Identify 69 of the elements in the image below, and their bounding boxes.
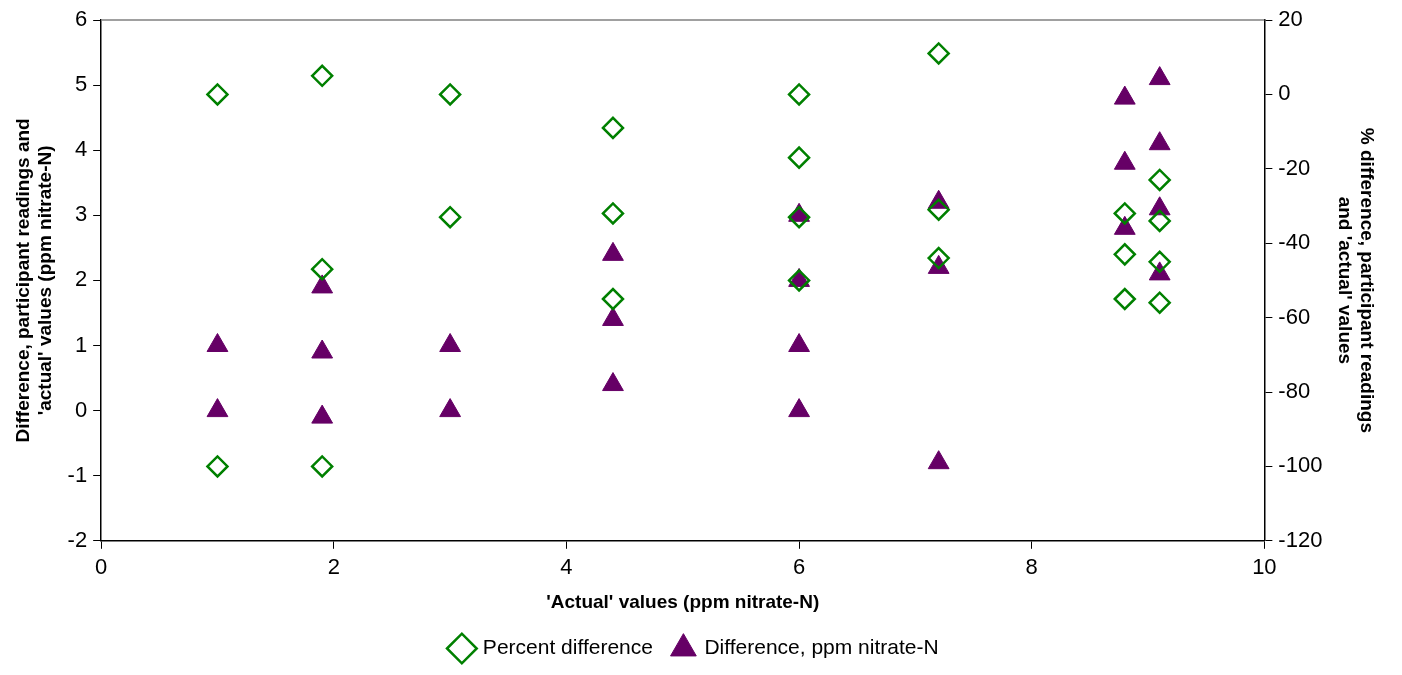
point bbox=[927, 246, 950, 270]
y-tick-label: 6 bbox=[74, 6, 88, 32]
y2-tick-label: -20 bbox=[1278, 154, 1311, 180]
point bbox=[927, 42, 950, 65]
point bbox=[787, 205, 811, 229]
point bbox=[206, 455, 229, 478]
point bbox=[1148, 209, 1171, 233]
y2-tick-label: 20 bbox=[1278, 6, 1303, 32]
point bbox=[1148, 66, 1171, 86]
x-axis-title: 'Actual' values (ppm nitrate-N) bbox=[546, 590, 820, 612]
legend-label: Percent difference bbox=[482, 635, 653, 659]
point bbox=[1113, 202, 1137, 225]
y2-tick-label: -60 bbox=[1278, 303, 1311, 329]
y-tick-label: 2 bbox=[74, 266, 88, 292]
point bbox=[311, 339, 334, 359]
point bbox=[438, 205, 462, 229]
point bbox=[927, 198, 950, 221]
point bbox=[787, 146, 811, 169]
y2-axis-title: % difference, participant readings and 'actual' values bbox=[1334, 127, 1379, 433]
point bbox=[602, 306, 624, 326]
point bbox=[439, 398, 462, 418]
point bbox=[310, 455, 334, 478]
x-tick-label: 0 bbox=[95, 554, 108, 580]
point bbox=[206, 83, 229, 106]
point bbox=[1148, 291, 1171, 314]
point bbox=[602, 372, 624, 392]
point bbox=[601, 202, 625, 225]
y2-tick-label: 0 bbox=[1278, 80, 1291, 106]
y-tick-label: 5 bbox=[74, 71, 88, 97]
point bbox=[1113, 243, 1137, 266]
point bbox=[1113, 287, 1137, 311]
y-tick-label: -2 bbox=[67, 526, 88, 552]
point bbox=[310, 64, 334, 88]
point bbox=[311, 404, 334, 424]
point bbox=[927, 450, 950, 470]
point bbox=[1113, 150, 1136, 170]
y-axis-title: Difference, participant readings and 'actual' values (ppm nitrate-N) bbox=[11, 118, 56, 443]
y2-tick-label: -40 bbox=[1278, 229, 1311, 255]
y-tick-label: 1 bbox=[74, 331, 88, 357]
point bbox=[601, 116, 625, 140]
point bbox=[601, 287, 625, 311]
y2-tick-label: -120 bbox=[1278, 526, 1323, 552]
x-tick-label: 6 bbox=[792, 554, 806, 580]
point bbox=[311, 274, 334, 294]
point bbox=[787, 269, 811, 292]
x-tick-label: 4 bbox=[560, 554, 573, 580]
y-tick-label: 3 bbox=[74, 201, 88, 227]
point bbox=[310, 257, 334, 281]
y-tick-label: -1 bbox=[67, 461, 88, 487]
point bbox=[788, 333, 810, 352]
y-tick-label: 4 bbox=[74, 136, 88, 162]
point bbox=[602, 241, 624, 261]
point bbox=[1148, 250, 1171, 274]
legend-label: Difference, ppm nitrate-N bbox=[704, 635, 939, 659]
point bbox=[1148, 131, 1171, 151]
point bbox=[787, 83, 811, 106]
point bbox=[788, 398, 810, 418]
point bbox=[206, 398, 229, 418]
x-tick-label: 10 bbox=[1252, 554, 1277, 580]
point bbox=[206, 333, 229, 352]
point bbox=[438, 83, 462, 106]
x-tick-label: 2 bbox=[327, 554, 340, 580]
point bbox=[1113, 85, 1136, 105]
y2-tick-label: -100 bbox=[1278, 452, 1323, 478]
y-tick-label: 0 bbox=[74, 396, 88, 422]
point bbox=[1148, 168, 1171, 192]
point bbox=[439, 333, 462, 352]
y2-tick-label: -80 bbox=[1278, 378, 1311, 404]
x-tick-label: 8 bbox=[1025, 554, 1038, 580]
